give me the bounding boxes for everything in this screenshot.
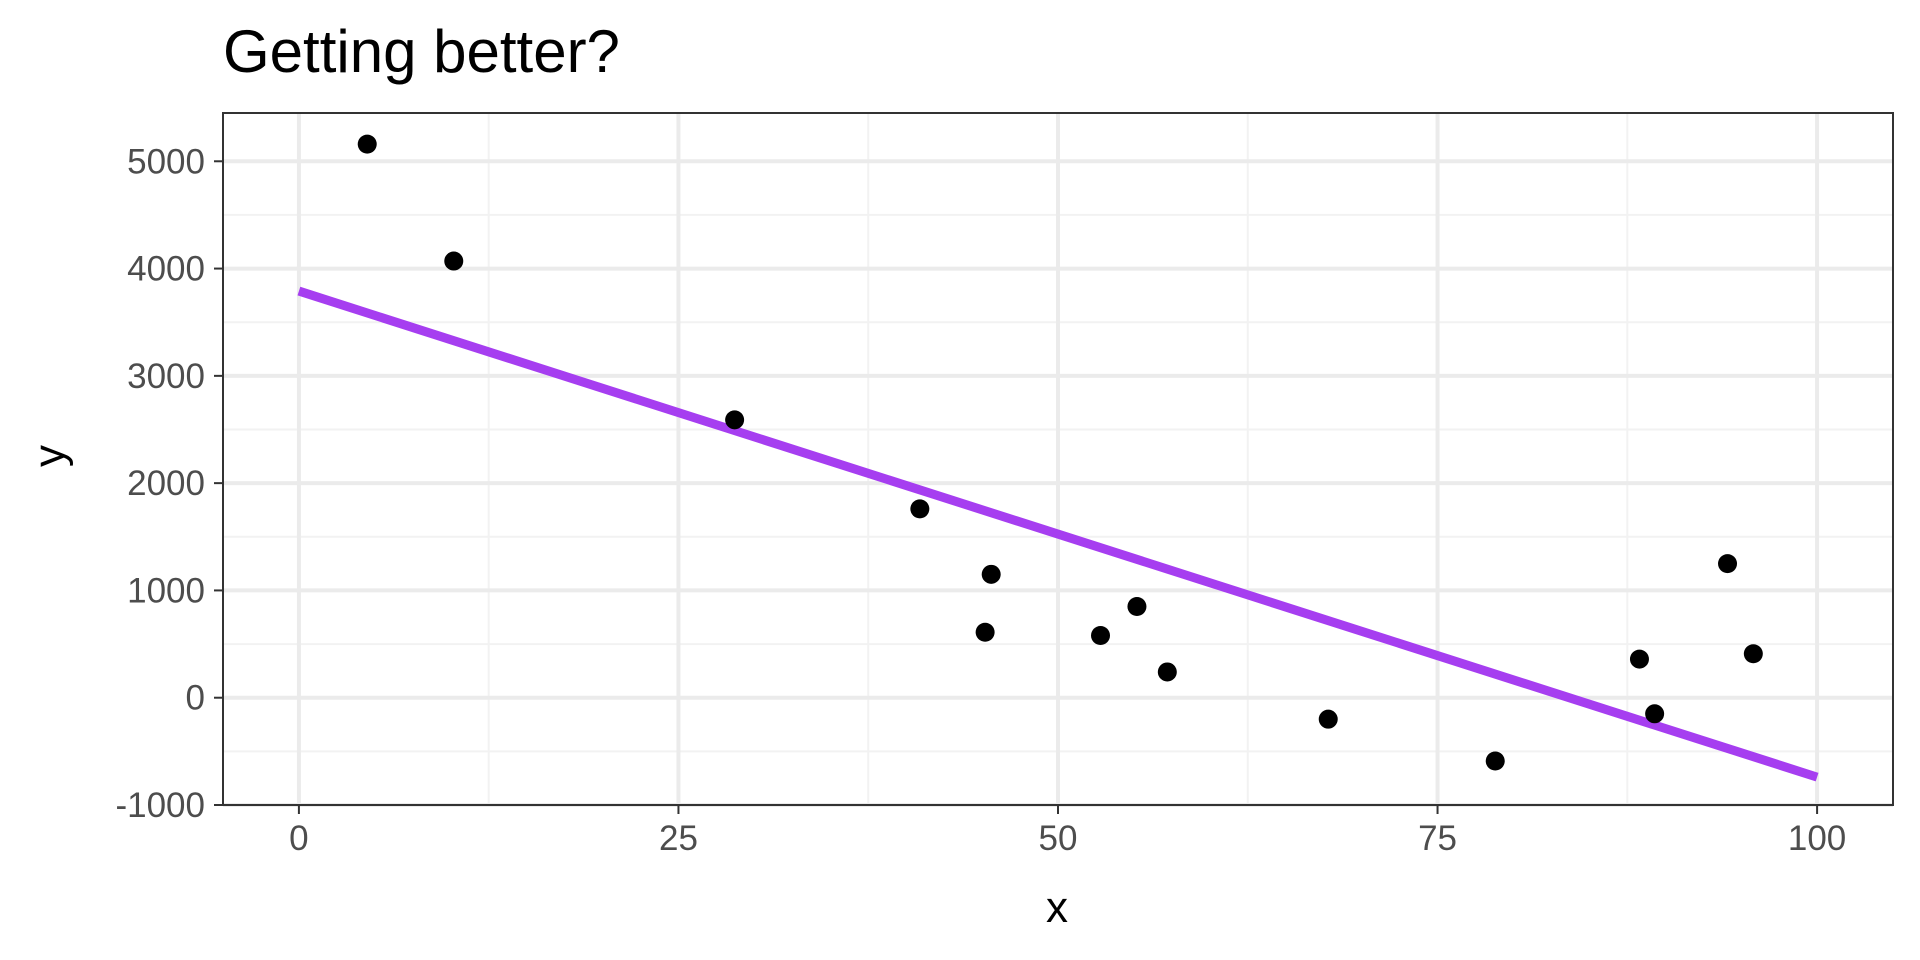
data-point bbox=[1318, 709, 1338, 729]
data-point bbox=[1743, 644, 1763, 664]
x-tick-label: 100 bbox=[1788, 819, 1846, 858]
data-point bbox=[1629, 649, 1649, 669]
x-tick-label: 0 bbox=[289, 819, 308, 858]
data-points bbox=[357, 134, 1763, 771]
data-point bbox=[910, 499, 930, 519]
x-tick-label: 75 bbox=[1418, 819, 1457, 858]
y-axis: -1000 0 1000 2000 3000 4000 5000 bbox=[115, 142, 223, 825]
data-point bbox=[1485, 751, 1505, 771]
y-tick-label: 1000 bbox=[127, 571, 205, 610]
y-tick-label: 4000 bbox=[127, 250, 205, 289]
y-axis-title: y bbox=[25, 445, 74, 467]
data-point bbox=[1127, 597, 1147, 617]
data-point bbox=[975, 622, 995, 642]
chart-title: Getting better? bbox=[223, 18, 620, 85]
trend-line bbox=[297, 286, 1819, 782]
data-point bbox=[725, 410, 745, 430]
x-axis-title: x bbox=[1046, 883, 1068, 932]
y-tick-label: 0 bbox=[186, 679, 205, 718]
x-tick-label: 25 bbox=[659, 819, 698, 858]
x-axis: 0 25 50 75 100 bbox=[289, 805, 1846, 858]
y-tick-label: 2000 bbox=[127, 464, 205, 503]
major-gridlines bbox=[223, 113, 1893, 807]
trend-line-group bbox=[297, 286, 1819, 782]
data-point bbox=[1645, 704, 1665, 724]
data-point bbox=[1718, 554, 1738, 574]
x-tick-label: 50 bbox=[1039, 819, 1078, 858]
y-tick-label: 5000 bbox=[127, 142, 205, 181]
data-point bbox=[357, 134, 377, 154]
data-point bbox=[1157, 662, 1177, 682]
y-tick-label: -1000 bbox=[115, 786, 205, 825]
data-point bbox=[981, 564, 1001, 584]
y-tick-label: 3000 bbox=[127, 357, 205, 396]
data-point bbox=[1091, 625, 1111, 645]
data-point bbox=[444, 251, 464, 271]
